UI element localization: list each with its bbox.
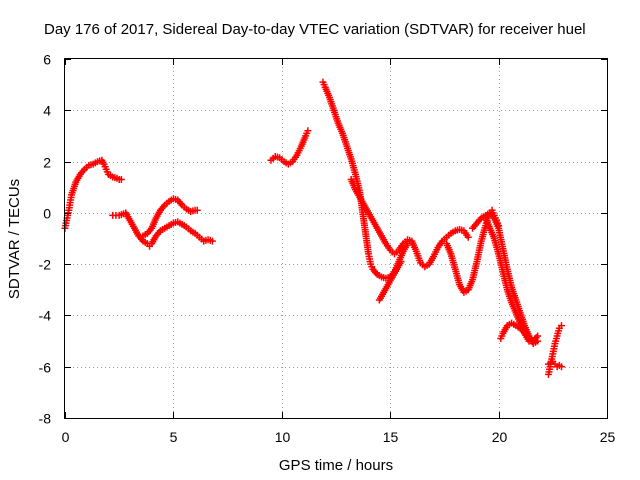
data-point	[208, 237, 216, 245]
y-tick-label: -2	[39, 257, 52, 273]
x-tick-label: 0	[62, 429, 70, 445]
x-axis-ticks: 0 5 10 15 20 25	[62, 59, 616, 445]
data-point	[193, 206, 201, 214]
data-point	[464, 233, 472, 241]
data-point	[534, 332, 542, 340]
y-axis-label: SDTVAR / TECUs	[6, 179, 23, 299]
plot-frame	[64, 58, 608, 419]
y-tick-label: -6	[39, 360, 52, 376]
data-series	[139, 195, 201, 240]
data-point	[304, 127, 312, 135]
data-series	[544, 358, 565, 371]
data-series	[347, 176, 472, 271]
y-tick-label: 2	[43, 155, 51, 171]
data-series	[482, 214, 542, 345]
y-tick-label: -4	[39, 308, 52, 324]
data-series	[109, 209, 216, 250]
data-series	[61, 156, 125, 232]
x-tick-label: 10	[275, 429, 291, 445]
data-point	[397, 258, 405, 266]
y-axis-ticks: -8 -6 -4 -2 0 2 4 6	[39, 52, 607, 427]
x-tick-label: 15	[383, 429, 399, 445]
data-point	[557, 363, 565, 371]
x-axis-label: GPS time / hours	[279, 457, 393, 474]
data-marks	[61, 78, 565, 378]
data-point	[525, 335, 533, 343]
y-tick-label: 6	[43, 52, 51, 68]
y-tick-label: -8	[39, 411, 52, 427]
data-series	[267, 127, 312, 168]
x-tick-label: 20	[492, 429, 508, 445]
y-tick-label: 4	[43, 103, 51, 119]
data-series	[375, 258, 405, 304]
x-tick-label: 25	[600, 429, 616, 445]
x-tick-label: 5	[170, 429, 178, 445]
chart-title: Day 176 of 2017, Sidereal Day-to-day VTE…	[44, 21, 586, 38]
data-series	[497, 319, 533, 343]
data-point	[557, 322, 565, 330]
y-tick-label: 0	[43, 206, 51, 222]
data-point	[117, 176, 125, 184]
